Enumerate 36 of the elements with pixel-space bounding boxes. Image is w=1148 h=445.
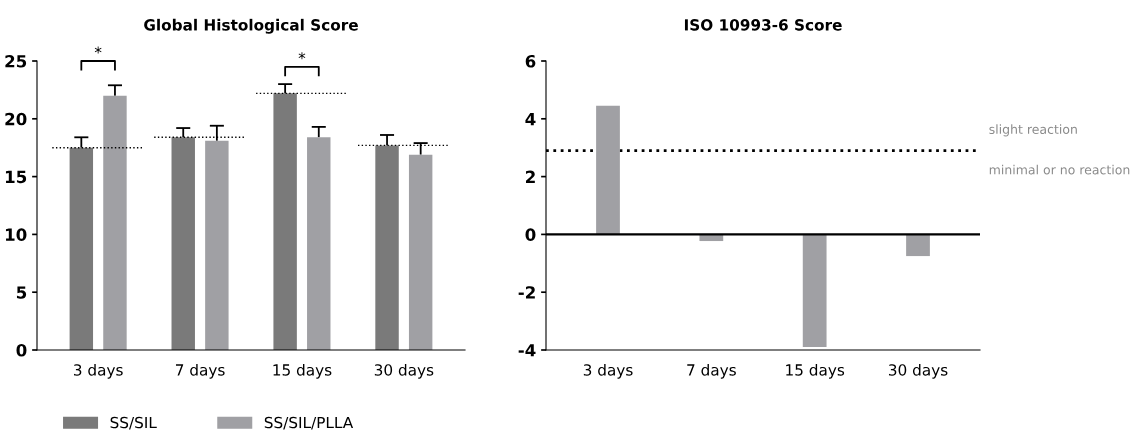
text: * bbox=[94, 46, 102, 54]
bar bbox=[205, 140, 229, 350]
y-tick-label: 5 bbox=[16, 286, 27, 299]
y-tick-label: 6 bbox=[525, 54, 536, 68]
bar bbox=[375, 145, 399, 350]
bar bbox=[171, 137, 195, 350]
x-tick-label: 30 days bbox=[888, 363, 948, 379]
y-tick-label: 10 bbox=[5, 228, 27, 241]
x-tick-label: 3 days bbox=[73, 363, 123, 379]
x-tick-label: 7 days bbox=[687, 363, 736, 379]
y-tick-label: 4 bbox=[525, 112, 536, 126]
x-tick-label: 3 days bbox=[583, 363, 633, 379]
bar bbox=[273, 93, 297, 350]
legend-label: SS/SIL bbox=[110, 416, 157, 430]
legend-label: SS/SIL/PLLA bbox=[264, 416, 354, 430]
y-tick-label: -4 bbox=[518, 344, 536, 357]
text: * bbox=[298, 52, 306, 60]
bar bbox=[408, 154, 433, 350]
text: minimal or no reaction bbox=[989, 164, 1130, 175]
y-tick-label: 20 bbox=[5, 112, 27, 126]
x-tick-label: 15 days bbox=[273, 363, 332, 379]
chart-title: Global Histological Score bbox=[144, 18, 358, 34]
bar bbox=[69, 147, 94, 350]
y-tick-label: 2 bbox=[526, 170, 535, 183]
y-tick-label: 0 bbox=[16, 343, 27, 357]
y-tick-label: 25 bbox=[5, 54, 27, 68]
x-tick-label: 7 days bbox=[175, 363, 225, 379]
bar bbox=[307, 137, 331, 350]
x-tick-label: 15 days bbox=[786, 363, 845, 379]
y-tick-label: 15 bbox=[5, 170, 27, 184]
y-tick-label: 0 bbox=[525, 228, 536, 241]
chart-title: ISO 10993-6 Score bbox=[684, 19, 842, 31]
y-tick-label: -2 bbox=[518, 286, 535, 299]
text: slight reaction bbox=[989, 124, 1077, 137]
bar bbox=[103, 95, 127, 350]
x-tick-label: 30 days bbox=[374, 363, 434, 379]
